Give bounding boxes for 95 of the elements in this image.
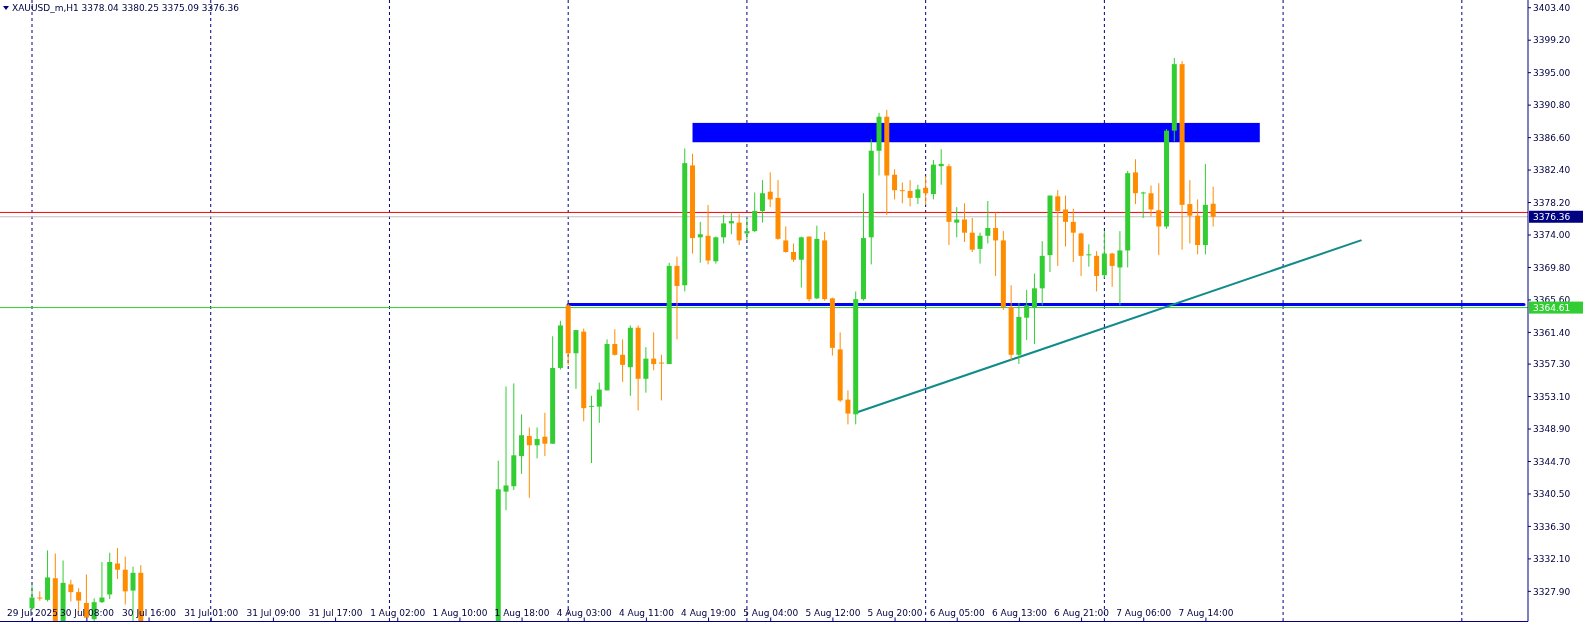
y-tick-label: 3336.30 xyxy=(1533,521,1571,532)
candlestick xyxy=(977,232,983,265)
candlestick xyxy=(907,179,913,207)
ref-line-label: 3364.61 xyxy=(1533,302,1571,313)
y-tick-label: 3361.40 xyxy=(1533,327,1571,338)
x-tick-label: 7 Aug 14:00 xyxy=(1178,607,1234,618)
y-tick-label: 3353.10 xyxy=(1533,391,1571,402)
candlestick xyxy=(1063,195,1069,248)
candlestick xyxy=(1210,186,1216,228)
candlestick xyxy=(122,556,128,605)
x-tick-label: 5 Aug 04:00 xyxy=(743,607,799,618)
x-tick-label: 31 Jul 01:00 xyxy=(184,607,239,618)
candlestick xyxy=(713,236,719,265)
candlestick xyxy=(1101,230,1107,279)
candlestick xyxy=(612,328,618,357)
candlestick xyxy=(985,200,991,244)
x-tick-label: 1 Aug 02:00 xyxy=(370,607,426,618)
x-tick-label: 31 Jul 09:00 xyxy=(246,607,301,618)
x-tick-label: 1 Aug 10:00 xyxy=(432,607,488,618)
candlestick xyxy=(651,331,657,371)
candlestick xyxy=(697,221,703,264)
candlestick xyxy=(798,236,804,289)
candlestick xyxy=(1078,232,1084,277)
candlestick xyxy=(892,168,898,200)
y-tick-label: 3399.20 xyxy=(1533,35,1571,46)
candlestick xyxy=(643,346,649,394)
candlestick xyxy=(503,386,509,511)
candlestick xyxy=(752,191,758,233)
y-tick-label: 3369.80 xyxy=(1533,262,1571,273)
candlestick xyxy=(1117,230,1123,306)
x-tick-label: 4 Aug 19:00 xyxy=(681,607,737,618)
x-tick-label: 6 Aug 21:00 xyxy=(1054,607,1110,618)
candlestick xyxy=(1086,243,1092,268)
candlestick xyxy=(596,382,602,424)
candlestick xyxy=(993,212,999,277)
candlestick xyxy=(658,354,664,401)
candlestick xyxy=(767,171,773,208)
y-tick-label: 3378.20 xyxy=(1533,197,1571,208)
candlestick xyxy=(1148,185,1154,217)
y-tick-label: 3357.30 xyxy=(1533,359,1571,370)
x-tick-label: 6 Aug 05:00 xyxy=(929,607,985,618)
candlestick xyxy=(783,225,789,254)
x-tick-label: 1 Aug 18:00 xyxy=(494,607,550,618)
chart-title: XAUUSD_m,H1 3378.04 3380.25 3375.09 3376.36 xyxy=(12,3,240,14)
x-tick-label: 6 Aug 13:00 xyxy=(991,607,1048,618)
candlestick xyxy=(573,329,579,390)
x-tick-label: 7 Aug 06:00 xyxy=(1116,607,1172,618)
candlestick xyxy=(519,413,525,475)
y-tick-label: 3403.40 xyxy=(1533,2,1571,13)
candlestick xyxy=(899,181,905,204)
candlestick xyxy=(721,214,727,244)
candlestick xyxy=(526,426,532,499)
candlestick xyxy=(759,179,765,224)
x-tick-label: 5 Aug 20:00 xyxy=(867,607,923,618)
y-tick-label: 3386.60 xyxy=(1533,132,1571,143)
candlestick xyxy=(791,243,797,263)
candlestick xyxy=(1187,179,1193,244)
candlestick xyxy=(962,202,967,243)
y-tick-label: 3374.00 xyxy=(1533,230,1571,241)
x-tick-label: 31 Jul 17:00 xyxy=(308,607,363,618)
candlestick xyxy=(1156,182,1162,256)
candlestick xyxy=(542,412,548,457)
y-tick-label: 3332.10 xyxy=(1533,554,1571,565)
candlestick xyxy=(915,184,921,205)
ref-line-label: 3376.36 xyxy=(1533,211,1571,222)
candlestick xyxy=(29,584,35,611)
x-tick-label: 4 Aug 11:00 xyxy=(618,607,675,618)
candlestick xyxy=(736,213,742,246)
y-tick-label: 3382.40 xyxy=(1533,165,1571,176)
x-tick-label: 4 Aug 03:00 xyxy=(556,607,612,618)
y-tick-label: 3327.90 xyxy=(1533,586,1571,597)
candlestick xyxy=(674,256,680,340)
candlestick xyxy=(620,338,626,383)
candlestick xyxy=(1109,252,1115,288)
candlestick xyxy=(45,549,51,602)
candlestick xyxy=(969,217,975,253)
candlestick xyxy=(845,389,851,425)
candlestick xyxy=(954,206,960,238)
candlestick xyxy=(534,426,540,459)
x-tick-label: 5 Aug 12:00 xyxy=(805,607,861,618)
candlestick xyxy=(589,395,594,464)
candlestick xyxy=(1132,158,1138,205)
y-tick-label: 3348.90 xyxy=(1533,424,1571,435)
y-tick-label: 3395.00 xyxy=(1533,67,1571,78)
candlestick xyxy=(68,579,74,602)
candlestick xyxy=(37,590,43,602)
candlestick xyxy=(1094,250,1100,292)
y-tick-label: 3344.70 xyxy=(1533,456,1571,467)
y-tick-label: 3340.50 xyxy=(1533,489,1571,500)
y-tick-label: 3390.80 xyxy=(1533,100,1571,111)
candlestick xyxy=(1055,189,1061,267)
candlestick xyxy=(1070,208,1076,263)
candlestick xyxy=(923,175,929,206)
candlestick xyxy=(1140,191,1146,219)
candlestick xyxy=(114,547,120,580)
